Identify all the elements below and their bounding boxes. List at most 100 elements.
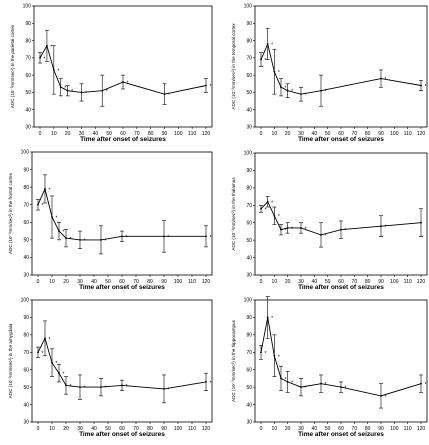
data-point — [273, 214, 276, 217]
significance-star: * — [106, 89, 108, 95]
significance-star: * — [278, 354, 280, 360]
y-tick-label: 50 — [246, 90, 252, 96]
significance-star: * — [127, 81, 129, 87]
data-point — [286, 89, 289, 92]
significance-star: * — [210, 235, 212, 241]
y-tick-label: 30 — [246, 273, 252, 279]
significance-star: * — [285, 228, 287, 234]
x-tick-label: 80 — [365, 426, 371, 432]
significance-star: * — [325, 382, 327, 388]
data-point — [260, 351, 262, 354]
y-tick-label: 60 — [246, 73, 252, 79]
y-tick-label: 100 — [21, 298, 30, 304]
significance-star: * — [63, 230, 65, 236]
chart-panel-2: 30 40 50 60 70 80 90 100 0 10 20 30 40 50 60 70 80 90 100 1… — [231, 4, 428, 143]
y-tick-label: 90 — [246, 168, 252, 174]
y-tick-label: 80 — [23, 333, 29, 339]
x-tick-label: 70 — [133, 279, 139, 285]
significance-star: * — [168, 235, 170, 241]
significance-star: * — [105, 238, 107, 244]
x-tick-label: 40 — [93, 131, 99, 137]
x-tick-label: 0 — [37, 426, 40, 432]
y-axis-label: ADC (10⁻³mm/sec²) in the temporal cortex — [231, 23, 236, 110]
series-line — [260, 201, 422, 236]
data-point — [320, 89, 322, 92]
significance-star: * — [278, 70, 280, 76]
significance-star: * — [385, 225, 387, 231]
significance-star: * — [305, 93, 307, 99]
x-tick-label: 10 — [49, 279, 55, 285]
x-tick-label: 120 — [417, 279, 426, 285]
significance-star: * — [168, 93, 170, 99]
y-tick-label: 60 — [25, 73, 31, 79]
data-point — [280, 377, 282, 380]
y-tick-label: 100 — [244, 4, 253, 10]
data-point — [163, 387, 165, 390]
x-tick-label: 90 — [378, 131, 384, 137]
data-point — [58, 230, 60, 232]
x-tick-label: 90 — [162, 131, 168, 137]
x-tick-label: 110 — [404, 426, 412, 432]
significance-star: * — [63, 372, 65, 378]
data-point — [286, 381, 289, 383]
y-tick-label: 80 — [23, 185, 29, 191]
significance-star: * — [168, 387, 170, 393]
significance-star: * — [325, 89, 327, 95]
x-tick-label: 110 — [188, 279, 196, 285]
significance-star: * — [49, 337, 51, 343]
x-tick-label: 20 — [63, 426, 69, 432]
data-point — [380, 77, 382, 80]
significance-star: * — [42, 351, 44, 357]
significance-star: * — [57, 68, 59, 74]
data-point — [79, 238, 81, 241]
data-point — [280, 86, 282, 89]
x-tick-label: 0 — [37, 279, 40, 285]
x-tick-label: 60 — [119, 279, 125, 285]
x-tick-label: 110 — [188, 426, 196, 432]
x-tick-label: 50 — [325, 426, 331, 432]
x-tick-label: 80 — [365, 131, 371, 137]
significance-star: * — [305, 386, 307, 392]
y-tick-label: 90 — [25, 21, 31, 27]
x-tick-label: 100 — [174, 426, 183, 432]
x-tick-label: 40 — [91, 279, 97, 285]
significance-star: * — [265, 351, 267, 357]
x-tick-label: 10 — [272, 426, 278, 432]
significance-star: * — [85, 91, 87, 97]
x-tick-label: 90 — [161, 426, 167, 432]
chart-panel-6: 30 40 50 60 70 80 90 100 0 10 20 30 40 50 60 70 80 90 100 1… — [231, 296, 428, 438]
data-point — [52, 69, 55, 71]
x-tick-label: 20 — [285, 279, 291, 285]
x-tick-label: 40 — [312, 426, 318, 432]
y-tick-label: 40 — [23, 402, 29, 408]
y-tick-label: 100 — [244, 151, 253, 157]
plot-frame — [33, 5, 213, 128]
x-axis-label: Time after onset of seizures — [80, 136, 166, 143]
data-point — [205, 235, 207, 238]
x-tick-label: 60 — [120, 131, 126, 137]
significance-star: * — [291, 89, 293, 95]
y-tick-label: 50 — [23, 385, 29, 391]
y-tick-label: 70 — [246, 350, 252, 356]
x-tick-label: 100 — [390, 279, 399, 285]
series-line — [39, 44, 207, 95]
x-tick-label: 50 — [106, 131, 112, 137]
significance-star: * — [385, 394, 387, 400]
x-tick-label: 60 — [338, 426, 344, 432]
data-point — [46, 44, 48, 47]
y-tick-label: 50 — [25, 90, 31, 96]
y-tick-label: 70 — [23, 202, 29, 208]
x-tick-label: 20 — [63, 279, 69, 285]
significance-star: * — [285, 86, 287, 92]
x-tick-label: 120 — [202, 426, 211, 432]
significance-star: * — [70, 237, 72, 243]
y-tick-label: 30 — [23, 420, 29, 426]
data-point — [286, 227, 289, 229]
x-tick-label: 80 — [147, 279, 153, 285]
y-axis-label: ADC (10⁻³mm/sec²) in the amygdala — [8, 323, 13, 398]
x-tick-label: 70 — [352, 279, 358, 285]
y-tick-label: 40 — [246, 402, 252, 408]
x-tick-label: 30 — [298, 131, 304, 137]
data-point — [205, 381, 207, 383]
